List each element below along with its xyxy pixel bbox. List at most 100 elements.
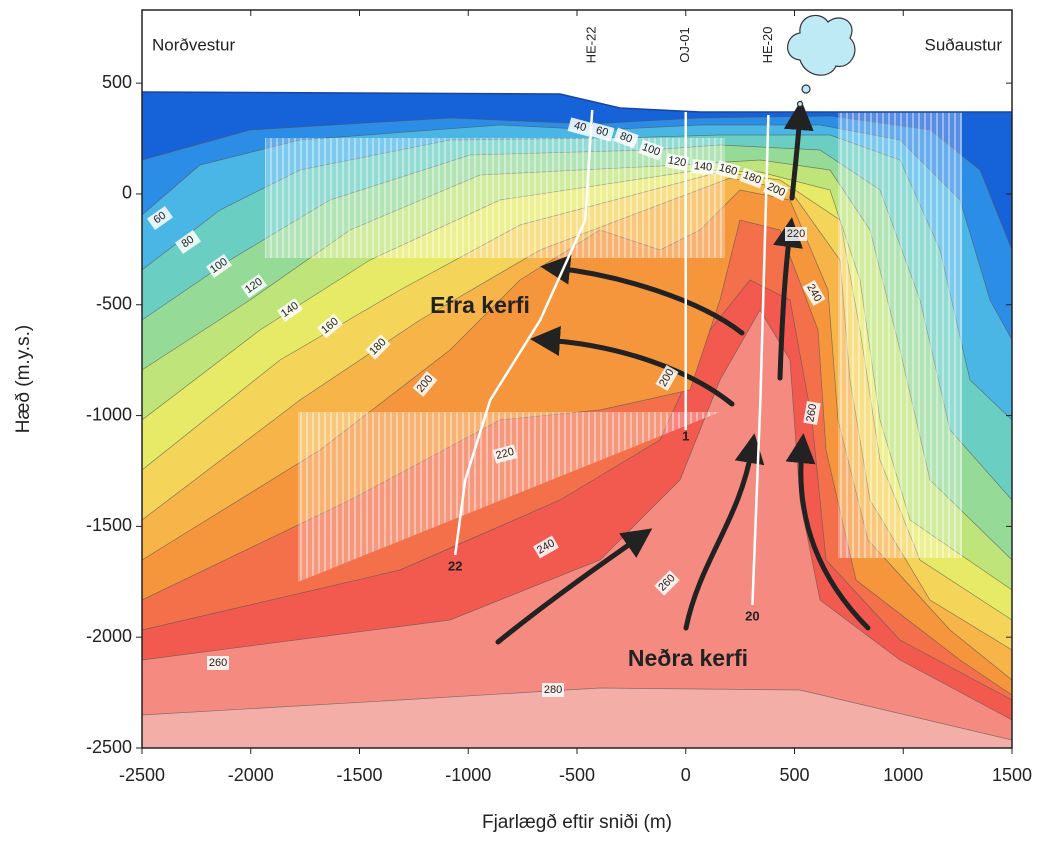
contour-label: 280 — [542, 683, 564, 697]
contour-label-box — [412, 371, 438, 397]
arrow — [495, 528, 653, 645]
contour-label-box — [567, 117, 593, 137]
well-name: HE-22 — [584, 27, 599, 64]
contour-label-text: 280 — [544, 684, 562, 696]
well-track — [751, 114, 770, 606]
contour-label-text: 260 — [804, 403, 819, 423]
contour-label-text: 60 — [595, 125, 610, 140]
well-track — [453, 109, 594, 556]
x-tick-label: 1500 — [992, 765, 1032, 785]
contour-line — [142, 687, 1012, 741]
contour-label-text: 120 — [667, 154, 687, 169]
contour-label: 260 — [207, 656, 229, 670]
contour-label-box — [739, 167, 765, 189]
well-name: HE-20 — [760, 27, 775, 64]
contour-label-text: 80 — [618, 130, 634, 145]
contour-line — [142, 279, 1012, 701]
y-tick-label: -500 — [96, 294, 132, 314]
x-tick-label: -2000 — [228, 765, 274, 785]
contour-label: 160 — [715, 160, 741, 180]
contour-label-box — [691, 159, 715, 175]
contour-label: 220 — [492, 444, 518, 464]
contour-label: 240 — [802, 279, 826, 307]
contour-label-box — [803, 400, 821, 426]
contour-label: 260 — [803, 400, 821, 426]
cloud — [787, 14, 856, 76]
y-tick-label: -2000 — [86, 626, 132, 646]
contour-label: 100 — [638, 139, 664, 161]
hatched-area — [298, 412, 720, 582]
x-tick-label: -1500 — [336, 765, 382, 785]
contour-label-box — [532, 535, 560, 559]
contour-label: 220 — [785, 227, 807, 241]
x-axis-label: Fjarlægð eftir sniði (m) — [482, 812, 672, 833]
x-tick-label: 0 — [681, 765, 691, 785]
contour-label: 180 — [739, 167, 765, 189]
y-tick-label: -2500 — [86, 737, 132, 757]
contour-label-box — [276, 297, 304, 323]
arrow — [785, 433, 871, 631]
well-bottom-label: 20 — [745, 608, 759, 623]
arrow — [530, 326, 735, 407]
contour-line — [142, 309, 1012, 721]
contour-label: 60 — [146, 205, 174, 231]
contour-label-text: 160 — [718, 162, 739, 178]
contour-label-text: 140 — [693, 160, 712, 174]
contour-label-box — [655, 364, 679, 392]
contour-label: 60 — [589, 122, 615, 142]
well-bottom-label: 22 — [448, 558, 462, 573]
contour-label-box — [240, 273, 268, 299]
flow-arrows — [495, 100, 871, 645]
contour-label-box — [664, 153, 690, 171]
contour-label-text: 60 — [151, 209, 168, 226]
contour-label-text: 260 — [209, 657, 227, 669]
contour-label: 200 — [655, 364, 679, 392]
steam-cloud — [787, 14, 856, 108]
contour-label-box — [715, 160, 741, 180]
contour-label-box — [613, 127, 639, 149]
arrow — [683, 433, 765, 631]
contour-label-text: 220 — [787, 228, 805, 240]
y-axis-label: Hæð (m.y.s.) — [13, 325, 34, 433]
region-label: Efra kerfi — [430, 292, 530, 318]
arrow — [773, 217, 803, 381]
contour-label-box — [785, 227, 807, 241]
cloud-puff — [801, 84, 811, 94]
cloud-puff — [796, 100, 804, 108]
contour-label-box — [317, 313, 343, 339]
contour-label-box — [492, 444, 518, 464]
contour-label-text: 100 — [640, 141, 661, 159]
x-tick-label: 1000 — [883, 765, 923, 785]
contour-label: 80 — [613, 127, 639, 149]
contour-label-box — [205, 253, 233, 279]
y-tick-label: -1000 — [86, 404, 132, 424]
contour-label: 40 — [567, 117, 593, 137]
contour-label-box — [638, 139, 664, 161]
corner-label: Suðaustur — [925, 35, 1003, 54]
contour-label-box — [146, 205, 174, 231]
contour-label-text: 80 — [179, 233, 196, 250]
overlay — [142, 10, 1012, 582]
contour-label-box — [589, 122, 615, 142]
x-tick-label: -500 — [559, 765, 595, 785]
y-tick-label: -1500 — [86, 515, 132, 535]
hatched-area — [265, 138, 725, 258]
contour-label-box — [174, 229, 202, 255]
contour-label-box — [542, 683, 564, 697]
contour-label: 200 — [763, 179, 789, 201]
x-tick-label: -2500 — [119, 765, 165, 785]
well-name: OJ-01 — [677, 27, 692, 62]
contour-label-text: 40 — [573, 120, 588, 135]
contour-line — [142, 115, 1012, 251]
contour-label-box — [654, 570, 680, 596]
contour-label: 120 — [664, 153, 690, 171]
contour-label: 80 — [174, 229, 202, 255]
contour-label: 240 — [532, 535, 560, 559]
contour-label-text: 220 — [495, 446, 516, 462]
contour-label-box — [802, 279, 826, 307]
arrow — [540, 254, 745, 336]
y-tick-label: 500 — [102, 72, 132, 92]
contour-label: 140 — [691, 159, 715, 175]
contour-label-box — [207, 656, 229, 670]
contour-label-box — [365, 334, 391, 360]
